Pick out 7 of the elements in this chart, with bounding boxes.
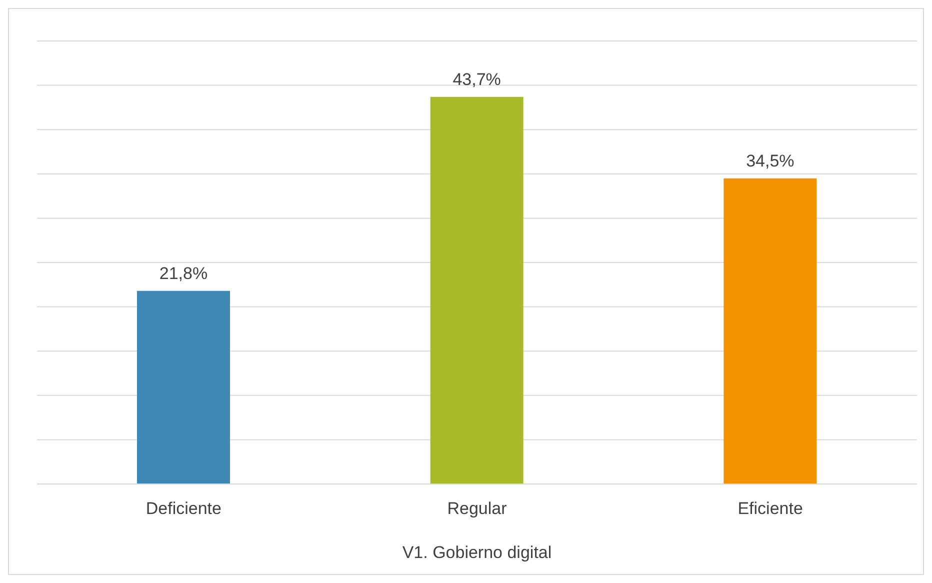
x-tick-label: Deficiente xyxy=(146,499,222,518)
x-axis-title: V1. Gobierno digital xyxy=(402,543,552,562)
x-tick-label: Regular xyxy=(447,499,508,518)
data-label: 21,8% xyxy=(159,264,208,283)
data-label: 34,5% xyxy=(746,151,794,170)
data-label: 43,7% xyxy=(452,70,501,89)
x-tick-label: Eficiente xyxy=(738,499,803,518)
